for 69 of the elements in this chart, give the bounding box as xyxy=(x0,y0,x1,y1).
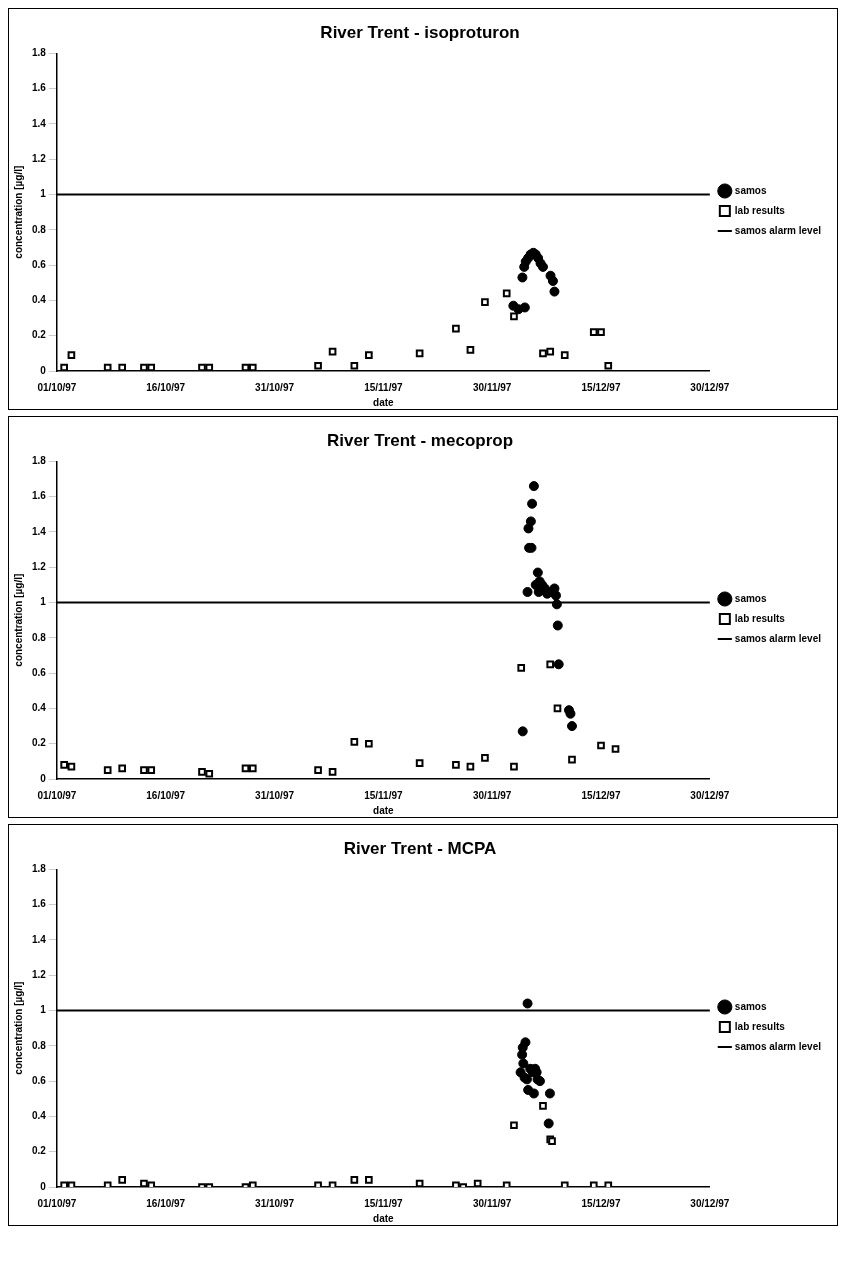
x-tick-label: 16/10/97 xyxy=(146,789,186,801)
x-tick-label: 15/12/97 xyxy=(581,789,621,801)
legend-label: lab results xyxy=(734,612,786,624)
y-tick-label: 1 xyxy=(40,188,47,200)
legend-label: samos alarm level xyxy=(734,632,822,644)
x-tick-label: 30/12/97 xyxy=(690,789,730,801)
y-tick-label: 1.6 xyxy=(32,898,47,910)
x-axis-title: date xyxy=(373,1212,395,1224)
x-tick-label: 15/11/97 xyxy=(364,1197,403,1209)
y-tick-label: 0.4 xyxy=(32,294,47,306)
y-tick-label: 0.6 xyxy=(32,1074,47,1086)
legend-label: samos xyxy=(734,1000,767,1012)
y-tick-label: 0.6 xyxy=(32,666,47,678)
x-tick-label: 31/10/97 xyxy=(255,1197,295,1209)
y-tick-label: 0.8 xyxy=(32,1039,47,1051)
x-tick-label: 30/11/97 xyxy=(473,381,512,393)
y-tick-label: 1.6 xyxy=(32,82,47,94)
x-tick-label: 30/11/97 xyxy=(473,789,512,801)
legend-label: samos xyxy=(734,592,767,604)
legend-label: samos xyxy=(734,184,767,196)
x-tick-label: 31/10/97 xyxy=(255,789,295,801)
y-tick-label: 1.2 xyxy=(32,561,47,573)
y-tick-label: 0 xyxy=(40,364,47,376)
x-tick-label: 16/10/97 xyxy=(146,381,186,393)
y-tick-label: 0.8 xyxy=(32,223,47,235)
y-tick-label: 0.2 xyxy=(32,737,47,749)
y-axis-title: concentration [µg/l] xyxy=(12,573,24,667)
x-tick-label: 16/10/97 xyxy=(146,1197,186,1209)
y-tick-label: 1.2 xyxy=(32,969,47,981)
y-axis-title: concentration [µg/l] xyxy=(12,165,24,259)
chart-title: River Trent - isoproturon xyxy=(320,22,520,42)
y-tick-label: 1.4 xyxy=(32,933,47,945)
x-tick-label: 31/10/97 xyxy=(255,381,295,393)
x-tick-label: 30/11/97 xyxy=(473,1197,512,1209)
y-tick-label: 0 xyxy=(40,772,47,784)
y-tick-label: 0.2 xyxy=(32,329,47,341)
y-tick-label: 1.6 xyxy=(32,490,47,502)
y-tick-label: 0.4 xyxy=(32,702,47,714)
x-tick-label: 15/11/97 xyxy=(364,381,403,393)
legend-label: lab results xyxy=(734,1020,786,1032)
y-tick-label: 1.8 xyxy=(32,863,47,875)
x-tick-label: 01/10/97 xyxy=(37,381,77,393)
y-tick-label: 1.4 xyxy=(32,525,47,537)
y-tick-label: 1.4 xyxy=(32,117,47,129)
chart-title: River Trent - mecoprop xyxy=(326,430,514,450)
x-tick-label: 01/10/97 xyxy=(37,1197,77,1209)
y-tick-label: 1.8 xyxy=(32,47,47,59)
y-tick-label: 1.8 xyxy=(32,455,47,467)
legend-label: samos alarm level xyxy=(734,1040,822,1052)
y-tick-label: 0.6 xyxy=(32,258,47,270)
y-tick-label: 1 xyxy=(40,1004,47,1016)
x-axis-title: date xyxy=(373,396,395,408)
x-tick-label: 15/11/97 xyxy=(364,789,403,801)
x-tick-label: 15/12/97 xyxy=(581,381,621,393)
x-tick-label: 30/12/97 xyxy=(690,381,730,393)
x-tick-label: 15/12/97 xyxy=(581,1197,621,1209)
chart-title: River Trent - MCPA xyxy=(343,838,497,858)
y-tick-label: 0.2 xyxy=(32,1145,47,1157)
x-axis-title: date xyxy=(373,804,395,816)
y-tick-label: 1 xyxy=(40,596,47,608)
legend-label: samos alarm level xyxy=(734,224,822,236)
x-tick-label: 01/10/97 xyxy=(37,789,77,801)
x-tick-label: 30/12/97 xyxy=(690,1197,730,1209)
y-tick-label: 0.4 xyxy=(32,1110,47,1122)
y-tick-label: 0 xyxy=(40,1180,47,1192)
y-tick-label: 1.2 xyxy=(32,153,47,165)
y-axis-title: concentration [µg/l] xyxy=(12,981,24,1075)
legend-label: lab results xyxy=(734,204,786,216)
y-tick-label: 0.8 xyxy=(32,631,47,643)
